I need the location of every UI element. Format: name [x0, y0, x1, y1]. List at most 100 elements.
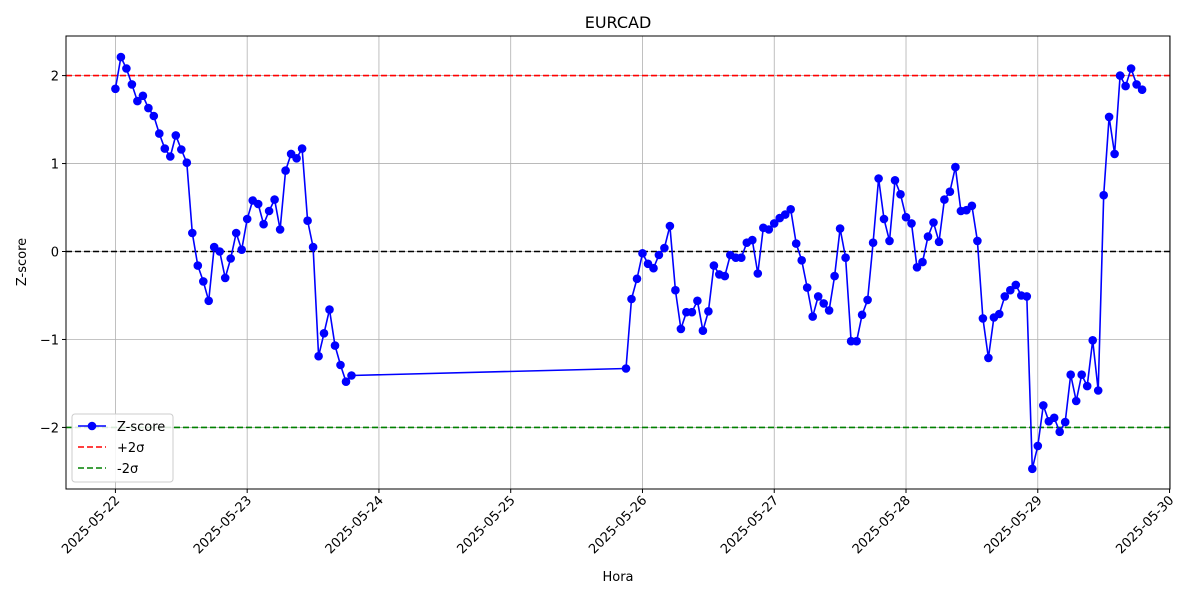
- data-point: [1039, 401, 1048, 410]
- data-point: [199, 277, 208, 286]
- data-point: [237, 245, 246, 254]
- data-point: [297, 144, 307, 153]
- data-point: [1022, 292, 1032, 301]
- data-point: [138, 91, 148, 101]
- data-point: [259, 219, 268, 229]
- data-point: [275, 225, 285, 234]
- data-point: [1082, 381, 1092, 391]
- data-point: [1071, 396, 1081, 406]
- data-point: [133, 96, 142, 106]
- plot-frame: [65, 35, 1171, 490]
- data-point: [764, 225, 774, 234]
- data-point: [912, 263, 922, 272]
- data-point: [1000, 292, 1010, 301]
- data-point: [808, 312, 817, 321]
- data-point: [308, 242, 318, 252]
- data-point: [797, 255, 806, 265]
- legend-marker: [87, 421, 97, 431]
- data-point: [330, 341, 340, 350]
- data-point: [1099, 190, 1108, 200]
- data-point: [671, 285, 680, 295]
- data-point: [791, 239, 801, 248]
- legend-label: -2σ: [117, 462, 138, 477]
- data-point: [704, 307, 713, 316]
- data-point: [945, 187, 955, 196]
- data-point: [830, 271, 839, 281]
- y-tick-label: 2: [51, 70, 59, 85]
- data-point: [780, 210, 790, 219]
- data-point: [1110, 149, 1119, 159]
- legend-label: Z-score: [117, 420, 165, 435]
- data-point: [1006, 285, 1015, 295]
- data-point: [1028, 464, 1037, 474]
- data-point: [824, 306, 834, 315]
- data-point: [231, 228, 241, 238]
- data-point: [127, 80, 137, 89]
- data-point: [802, 283, 812, 292]
- data-point: [918, 257, 927, 267]
- data-point: [973, 236, 982, 246]
- data-point: [737, 253, 746, 262]
- data-point: [253, 199, 263, 209]
- data-point: [627, 294, 636, 304]
- y-axis-ticks: −2 −1 0 1 2: [40, 70, 66, 436]
- data-point: [621, 364, 631, 373]
- data-point: [336, 360, 345, 370]
- data-point: [874, 174, 883, 183]
- data-point: [1033, 441, 1043, 451]
- data-point: [177, 145, 186, 154]
- data-point: [204, 296, 213, 306]
- data-point: [116, 52, 126, 62]
- data-point: [303, 216, 312, 225]
- data-point: [940, 195, 949, 204]
- data-point: [649, 263, 658, 273]
- data-point: [1115, 71, 1125, 80]
- data-point: [813, 292, 823, 301]
- data-point: [720, 271, 730, 281]
- data-point: [868, 238, 878, 247]
- data-point: [347, 371, 356, 380]
- data-point: [852, 336, 861, 346]
- data-point: [901, 212, 911, 222]
- data-point: [122, 64, 131, 73]
- x-axis-label: Hora: [602, 570, 633, 585]
- y-tick-label: 0: [51, 246, 59, 261]
- y-axis-label: Z-score: [15, 238, 30, 286]
- data-point: [693, 296, 702, 306]
- data-point: [835, 224, 845, 233]
- data-point: [319, 329, 329, 338]
- data-point: [292, 154, 301, 163]
- data-point: [687, 307, 697, 317]
- data-point: [215, 247, 224, 256]
- data-point: [182, 158, 192, 167]
- data-point: [1132, 80, 1141, 89]
- data-point: [144, 103, 153, 113]
- data-point: [1060, 417, 1070, 427]
- data-point: [967, 201, 977, 211]
- data-point: [995, 309, 1004, 319]
- data-point: [841, 253, 850, 262]
- data-point: [1093, 386, 1103, 395]
- data-point: [166, 152, 175, 161]
- data-point: [748, 235, 757, 245]
- y-tick-label: −1: [40, 333, 59, 348]
- data-point: [1121, 81, 1130, 91]
- data-point: [1066, 370, 1075, 380]
- data-point: [325, 305, 334, 314]
- data-point: [769, 219, 779, 228]
- data-point: [1126, 64, 1136, 73]
- data-point: [890, 176, 900, 185]
- data-point: [978, 314, 988, 323]
- legend: Z-score +2σ -2σ: [71, 413, 174, 483]
- data-point: [149, 111, 159, 121]
- data-point: [1077, 370, 1086, 380]
- data-point: [951, 162, 960, 172]
- data-point: [863, 295, 872, 305]
- series-zscore: [111, 52, 1147, 474]
- data-point: [676, 324, 686, 334]
- data-point: [665, 221, 675, 231]
- y-tick-label: −2: [40, 421, 59, 436]
- data-point: [220, 273, 230, 283]
- data-point: [1049, 413, 1059, 423]
